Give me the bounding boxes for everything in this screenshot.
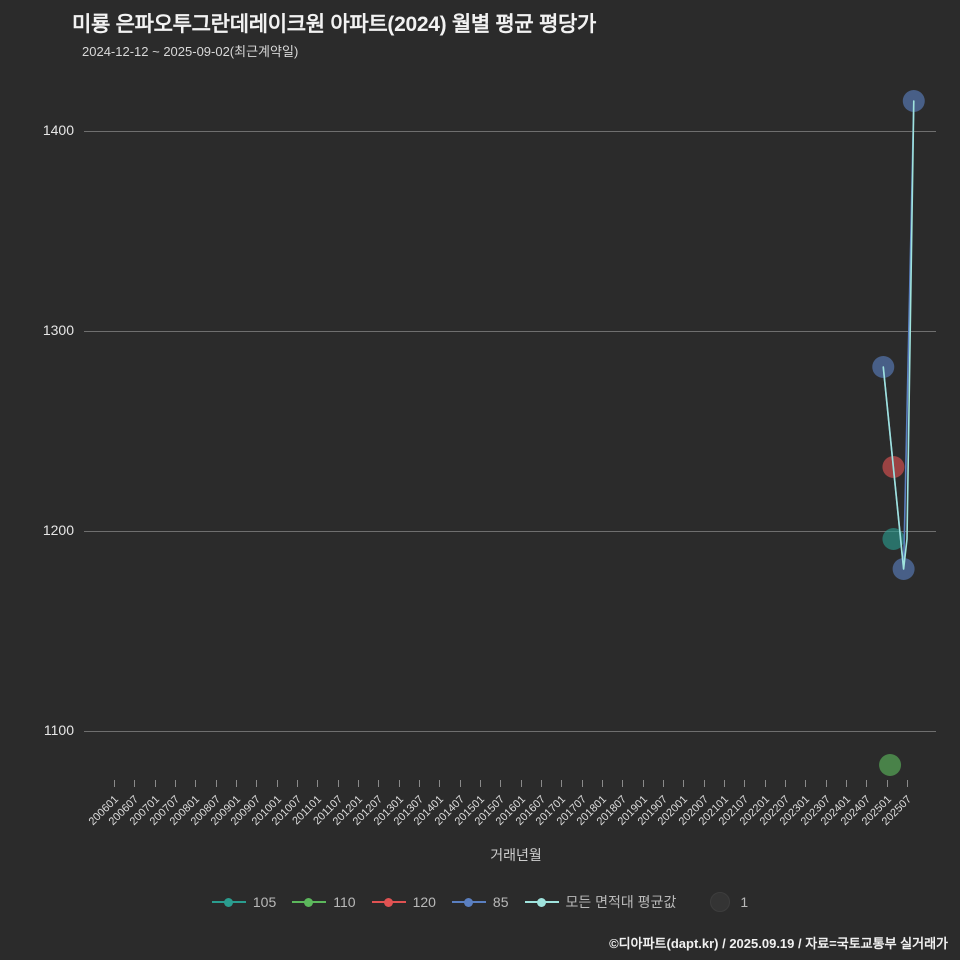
legend-label: 모든 면적대 평균값 [565, 894, 677, 910]
x-axis-tick-mark [236, 780, 237, 787]
x-axis-tick-mark [114, 780, 115, 787]
size-legend-label: 1 [740, 894, 749, 910]
x-axis-tick-mark [602, 780, 603, 787]
size-legend-dot-icon [710, 892, 731, 912]
legend-item[interactable]: 110 [292, 894, 356, 910]
x-axis-tick-mark [439, 780, 441, 787]
x-axis-tick-mark [866, 780, 868, 787]
x-axis-tick-mark [764, 780, 766, 787]
size-legend: 1 [710, 892, 748, 912]
x-axis-tick-mark [256, 780, 258, 787]
y-axis-tick-label: 1300 [42, 322, 74, 338]
x-axis-tick-mark [337, 780, 339, 787]
x-axis-tick-mark [846, 780, 847, 787]
y-axis-label: 평균 평당가(만 원) [0, 336, 2, 443]
x-axis-tick-mark [703, 780, 705, 787]
gridline [84, 131, 936, 132]
series-line [882, 100, 915, 570]
chart-footer: ©디아파트(dapt.kr) / 2025.09.19 / 자료=국토교통부 실… [609, 936, 948, 951]
legend-label: 105 [252, 894, 277, 910]
x-axis-tick-mark [642, 780, 644, 787]
chart-title: 미룡 은파오투그란데레이크원 아파트(2024) 월별 평균 평당가 [72, 13, 597, 36]
x-axis-tick-mark [154, 780, 156, 787]
x-axis-tick-mark [297, 780, 298, 787]
x-axis-tick-mark [276, 780, 278, 787]
legend-label: 110 [333, 894, 356, 910]
legend-swatch-icon [451, 895, 486, 909]
x-axis-tick-mark [541, 780, 542, 787]
x-axis-tick-mark [825, 780, 827, 787]
data-point-marker[interactable] [879, 754, 902, 776]
gridline [84, 331, 936, 332]
legend-item[interactable]: 모든 면적대 평균값 [524, 892, 677, 912]
x-axis-tick-mark [663, 780, 664, 787]
x-axis-tick-mark [195, 780, 197, 787]
gridline [84, 731, 936, 732]
legend-swatch-icon [211, 895, 246, 909]
y-axis-tick-label: 1400 [42, 122, 74, 138]
x-axis-tick-mark [480, 780, 481, 787]
x-axis-tick-mark [134, 780, 136, 787]
x-axis-tick-mark [561, 780, 563, 787]
x-axis-tick-mark [886, 780, 888, 787]
data-point-marker[interactable] [872, 356, 895, 378]
x-axis-tick-mark [500, 780, 502, 787]
legend-item[interactable]: 105 [211, 894, 277, 910]
legend-swatch-icon [524, 895, 559, 909]
legend-label: 85 [492, 894, 509, 910]
x-axis-tick-mark [805, 780, 807, 787]
legend-item[interactable]: 85 [451, 894, 509, 910]
x-axis-tick-mark [358, 780, 359, 787]
x-axis-tick-mark [744, 780, 746, 787]
y-axis-tick-label: 1100 [43, 722, 74, 738]
y-axis-tick-label: 1200 [42, 522, 74, 538]
chart-legend: 105 110 120 85 모든 면적대 평균값 1 [0, 892, 960, 912]
x-axis-tick-mark [520, 780, 522, 787]
x-axis-tick-mark [215, 780, 217, 787]
data-point-marker[interactable] [892, 558, 915, 580]
x-axis-tick-mark [683, 780, 685, 787]
x-axis-tick-mark [581, 780, 583, 787]
x-axis-tick-mark [459, 780, 461, 787]
legend-label: 120 [412, 894, 436, 910]
x-axis-label: 거래년월 [490, 847, 542, 863]
gridline [84, 531, 936, 532]
x-axis-tick-mark [398, 780, 400, 787]
x-axis-tick-mark [175, 780, 176, 787]
x-axis-tick-mark [724, 780, 725, 787]
x-axis-tick-mark [785, 780, 786, 787]
x-axis-tick-mark [419, 780, 420, 787]
x-axis-tick-mark [622, 780, 624, 787]
legend-swatch-icon [292, 895, 327, 909]
data-point-marker[interactable] [902, 90, 925, 112]
legend-item[interactable]: 120 [371, 894, 436, 910]
x-axis-tick-mark [317, 780, 319, 787]
chart-subtitle: 2024-12-12 ~ 2025-09-02(최근계약일) [82, 44, 299, 59]
x-axis-tick-mark [378, 780, 380, 787]
x-axis-tick-mark [907, 780, 908, 787]
legend-swatch-icon [371, 895, 406, 909]
data-point-marker[interactable] [882, 456, 905, 478]
series-line [882, 100, 915, 570]
